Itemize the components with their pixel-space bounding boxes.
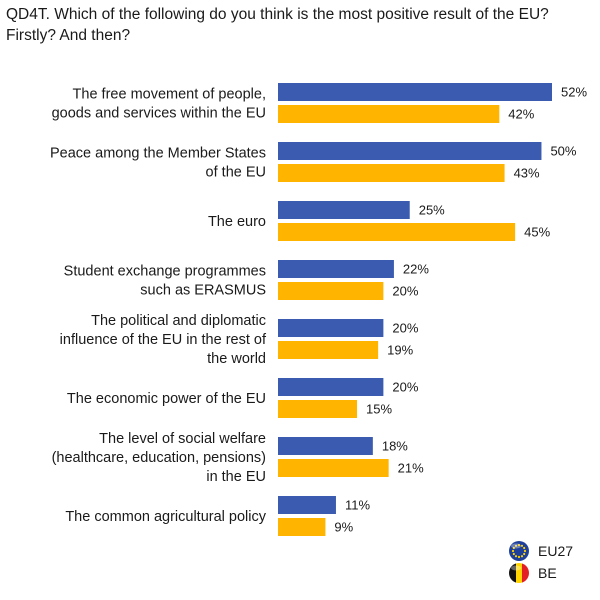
bar-eu27-4: [278, 319, 384, 337]
legend-item-eu27: EU27: [509, 541, 573, 561]
bar-be-6: [278, 459, 389, 477]
category-label-5: The economic power of the EU: [67, 391, 266, 407]
legend-label-be: BE: [538, 565, 557, 581]
bar-be-5: [278, 400, 358, 418]
bar-eu27-2: [278, 201, 410, 219]
category-label-1: Peace among the Member States of the EU: [50, 146, 266, 181]
bar-eu27-0: [278, 83, 552, 101]
category-label-4: The political and diplomatic influence of…: [60, 313, 267, 367]
category-label-6: The level of social welfare (healthcare, …: [52, 431, 266, 485]
bar-be-3: [278, 282, 384, 300]
value-label-be-3: 20%: [392, 284, 418, 299]
value-label-eu27-6: 18%: [382, 439, 408, 454]
bar-be-0: [278, 105, 500, 123]
value-label-be-4: 19%: [387, 343, 413, 358]
value-label-eu27-3: 22%: [403, 262, 429, 277]
value-label-eu27-7: 11%: [345, 498, 370, 513]
value-label-eu27-1: 50%: [550, 144, 576, 159]
bar-be-4: [278, 341, 379, 359]
category-label-7: The common agricultural policy: [65, 509, 266, 525]
value-label-be-7: 9%: [334, 520, 353, 535]
chart-title: QD4T. Which of the following do you thin…: [6, 6, 549, 44]
category-label-3: Student exchange programmes such as ERASM…: [64, 264, 266, 299]
legend-label-eu27: EU27: [538, 543, 573, 559]
value-label-eu27-2: 25%: [419, 203, 445, 218]
legend: EU27 BE: [509, 541, 573, 583]
value-label-be-0: 42%: [508, 107, 534, 122]
legend-item-be: BE: [509, 563, 557, 583]
bar-be-2: [278, 223, 516, 241]
bar-eu27-7: [278, 496, 336, 514]
bar-eu27-5: [278, 378, 384, 396]
value-label-be-2: 45%: [524, 225, 550, 240]
labels-layer: 52% 42% The free movement of people, goods …: [50, 85, 587, 535]
bars-layer: [278, 83, 552, 536]
bar-be-1: [278, 164, 505, 182]
category-label-0: The free movement of people, goods and se…: [52, 87, 266, 122]
bar-eu27-1: [278, 142, 542, 160]
value-label-eu27-4: 20%: [392, 321, 418, 336]
value-label-be-6: 21%: [398, 461, 424, 476]
value-label-be-5: 15%: [366, 402, 392, 417]
eu-flag-icon: [509, 541, 529, 561]
value-label-eu27-0: 52%: [561, 85, 587, 100]
bar-be-7: [278, 518, 326, 536]
category-label-2: The euro: [208, 214, 266, 230]
belgium-flag-icon: [509, 563, 529, 583]
value-label-be-1: 43%: [514, 166, 540, 181]
bar-eu27-6: [278, 437, 373, 455]
value-label-eu27-5: 20%: [392, 380, 418, 395]
bar-eu27-3: [278, 260, 394, 278]
